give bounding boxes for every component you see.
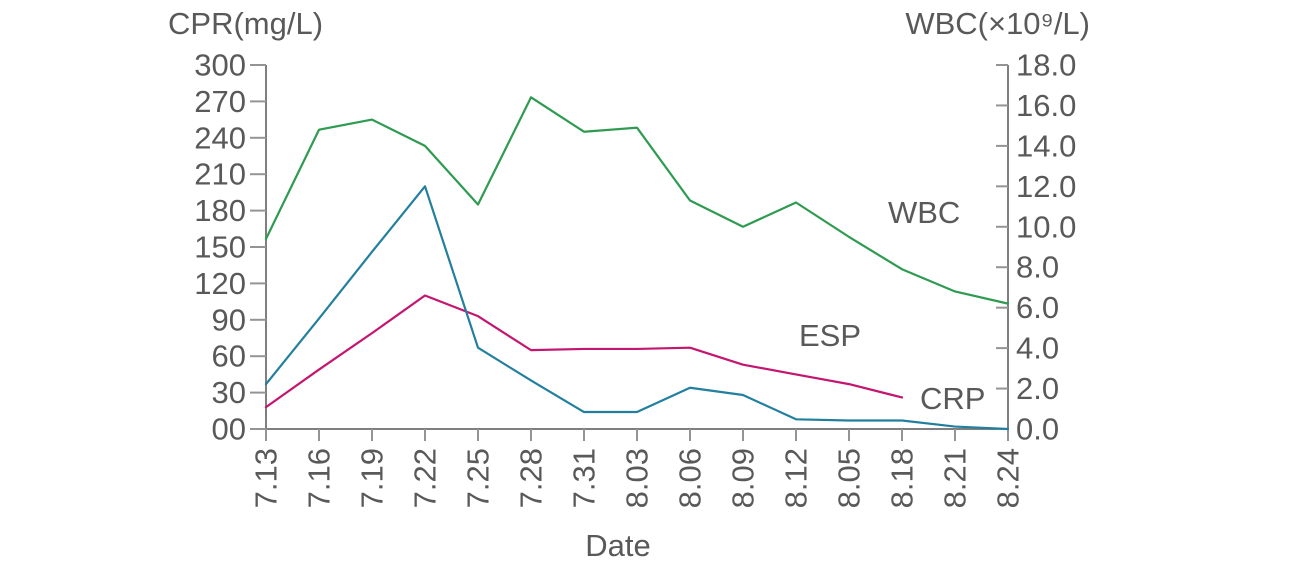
series-lines <box>264 96 1010 431</box>
series-labels: WBC ESP CRP <box>799 195 985 416</box>
x-axis-title: Date <box>585 528 650 563</box>
right-y-tick-label: 6.0 <box>1016 290 1059 325</box>
x-tick-label: 8.21 <box>938 448 973 508</box>
series-line-wbc <box>264 96 1010 305</box>
right-y-tick-label: 12.0 <box>1016 169 1076 204</box>
x-tick-label: 8.05 <box>832 448 867 508</box>
right-y-tick-label: 0.0 <box>1016 412 1059 447</box>
x-tick-label: 8.12 <box>779 448 814 508</box>
left-y-tick-label: 270 <box>194 84 246 119</box>
left-y-tick-label: 30 <box>212 375 246 410</box>
left-y-tick-label: 180 <box>194 193 246 228</box>
right-y-tick-label: 14.0 <box>1016 128 1076 163</box>
left-y-tick-label: 150 <box>194 230 246 265</box>
right-y-tick-label: 8.0 <box>1016 250 1059 285</box>
series-line-esp <box>264 294 904 409</box>
right-y-tick-label: 2.0 <box>1016 371 1059 406</box>
left-axis-title: CPR(mg/L) <box>168 6 323 41</box>
series-label-wbc: WBC <box>888 195 960 230</box>
right-y-tick-label: 18.0 <box>1016 48 1076 83</box>
series-label-esp: ESP <box>799 318 861 353</box>
left-y-tick-label: 300 <box>194 48 246 83</box>
series-line-crp <box>264 185 1010 431</box>
x-tick-label: 8.09 <box>726 448 761 508</box>
x-tick-label: 7.16 <box>302 448 337 508</box>
left-y-tick-label: 00 <box>212 412 246 447</box>
right-y-tick-label: 16.0 <box>1016 88 1076 123</box>
x-tick-label: 8.06 <box>673 448 708 508</box>
right-axis-title: WBC(×10⁹/L) <box>905 6 1090 41</box>
right-y-tick-label: 10.0 <box>1016 209 1076 244</box>
x-tick-label: 7.25 <box>461 448 496 508</box>
left-y-tick-label: 120 <box>194 266 246 301</box>
left-y-tick-label: 60 <box>212 339 246 374</box>
x-tick-label: 7.19 <box>355 448 390 508</box>
x-tick-label: 7.22 <box>408 448 443 508</box>
series-label-crp: CRP <box>920 381 985 416</box>
x-tick-label: 7.28 <box>514 448 549 508</box>
x-tick-label: 7.13 <box>249 448 284 508</box>
x-tick-label: 8.03 <box>620 448 655 508</box>
x-tick-label: 8.18 <box>885 448 920 508</box>
tick-marks <box>250 64 1009 441</box>
right-y-tick-label: 4.0 <box>1016 331 1059 366</box>
left-y-tick-label: 90 <box>212 302 246 337</box>
left-y-tick-label: 210 <box>194 157 246 192</box>
left-y-tick-label: 240 <box>194 120 246 155</box>
x-tick-label: 8.24 <box>991 448 1026 508</box>
x-tick-label: 7.31 <box>567 448 602 508</box>
